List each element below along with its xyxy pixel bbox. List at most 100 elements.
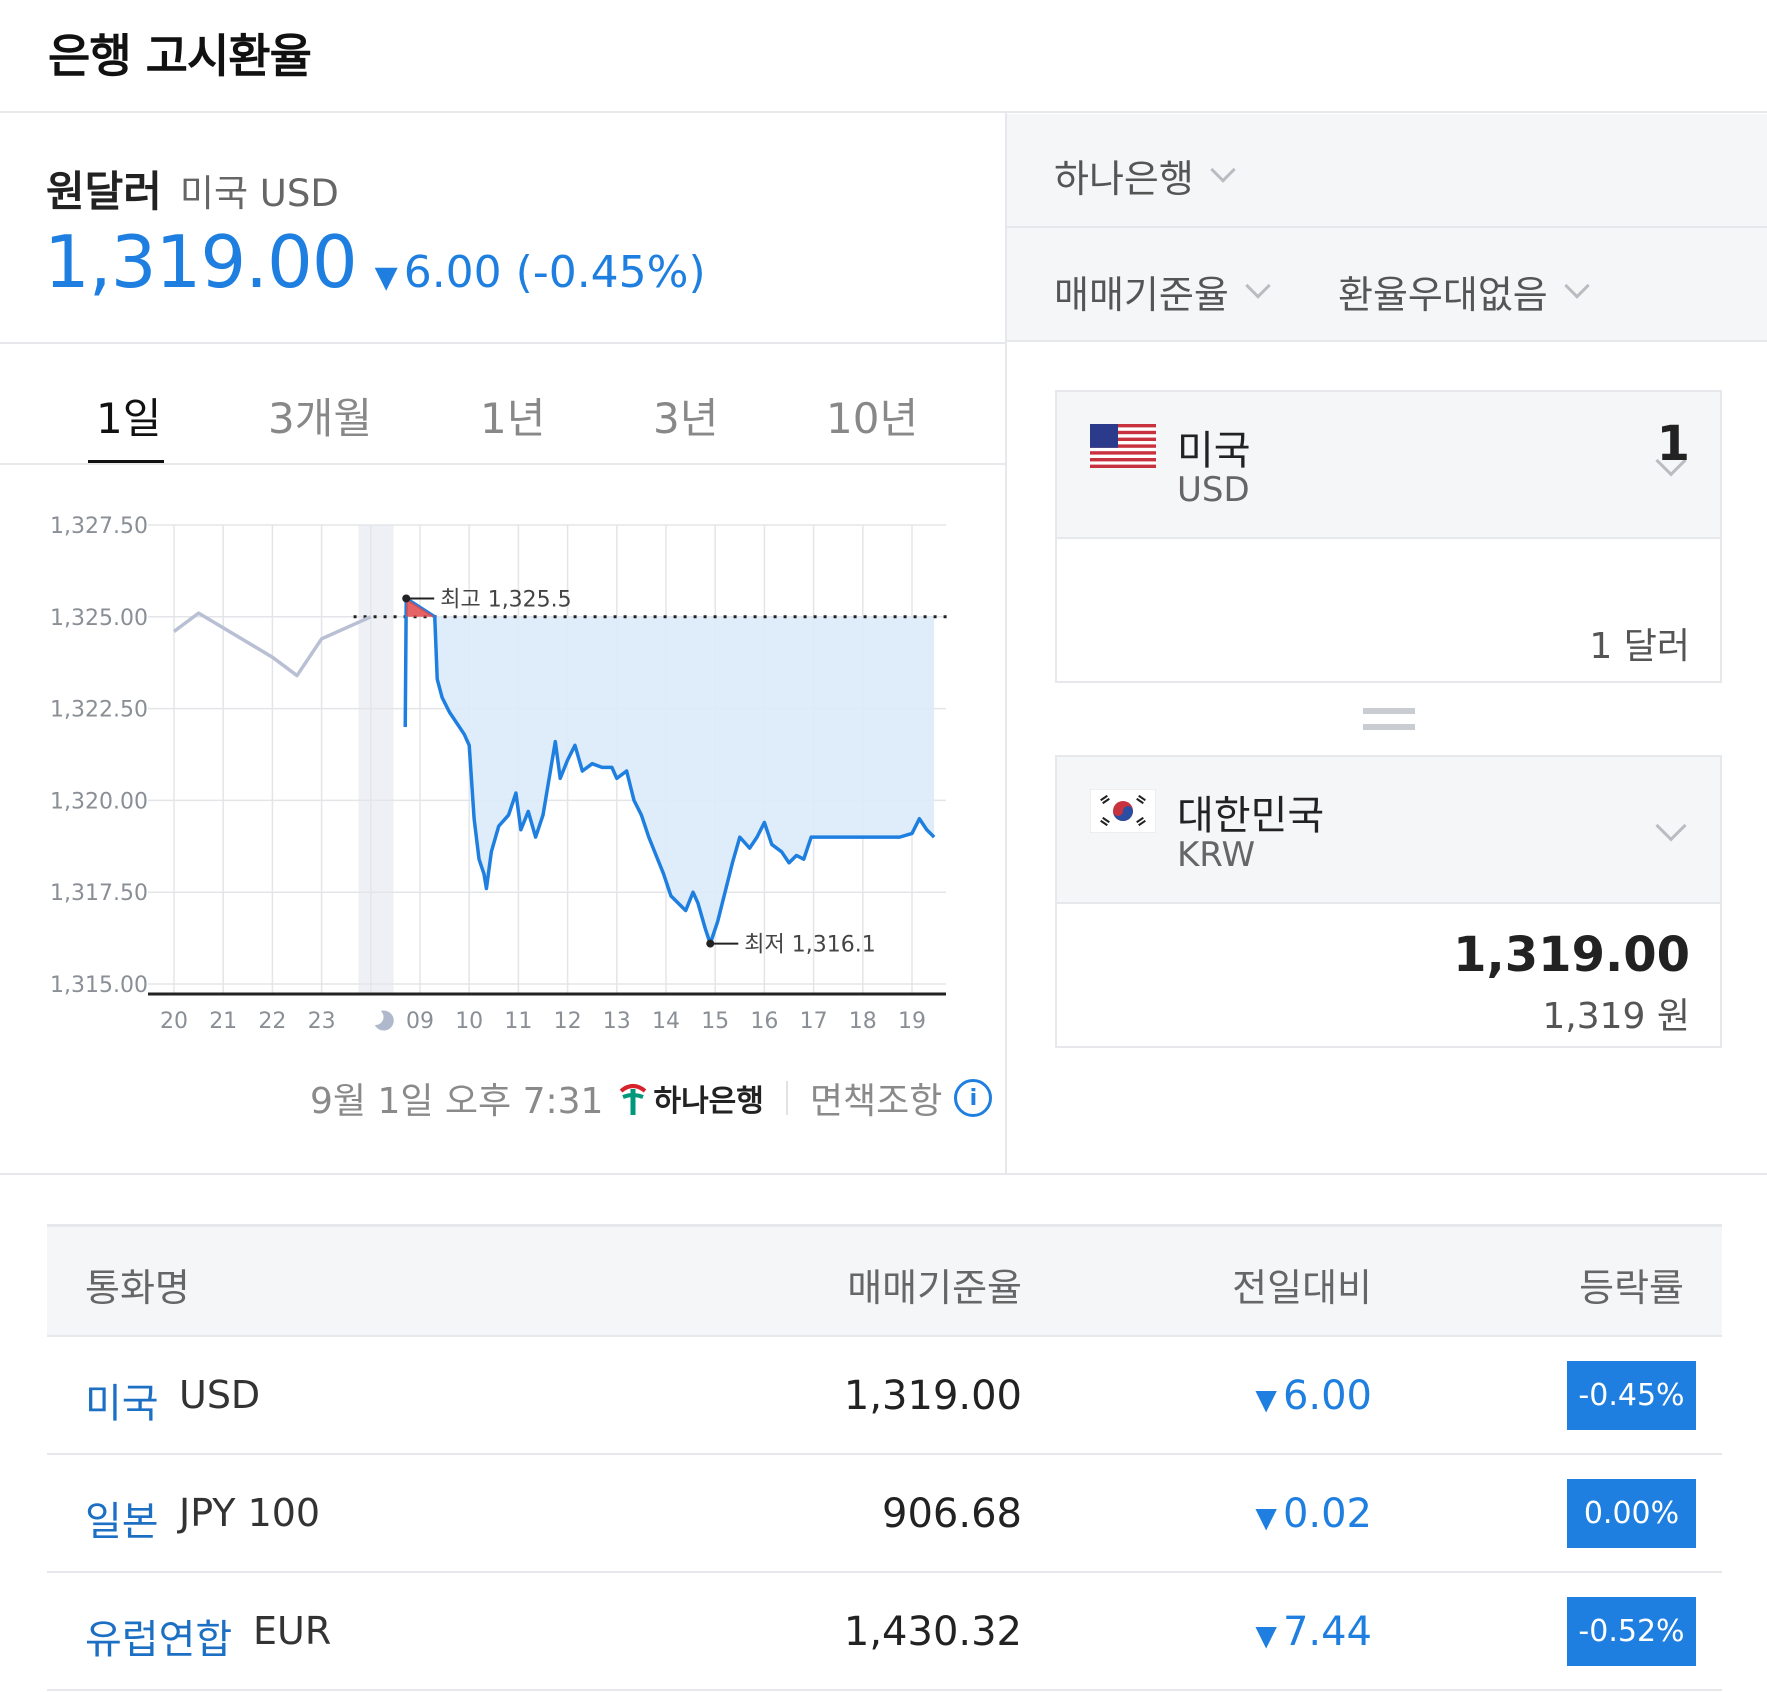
header-change: 전일대비 [1232,1266,1372,1310]
y-tick-label: 1,317.50 [50,881,148,906]
y-tick-label: 1,327.50 [50,514,148,539]
update-datetime: 9월 1일 오후 7:31 [310,1081,604,1122]
to-currency-select[interactable]: 대한민국 KRW [1057,757,1720,904]
currency-name[interactable]: 미국 [85,1381,159,1427]
chevron-down-icon [1210,156,1236,183]
currency-code: JPY 100 [179,1491,321,1535]
hana-bank-logo-text: 하나은행 [653,1084,764,1119]
change-amount: 7.44 [1282,1609,1372,1655]
pct-badge: -0.52% [1567,1597,1696,1666]
to-amount-input[interactable]: 1,319.00 [1453,927,1690,983]
rate-type-dropdown[interactable]: 매매기준율 [1054,264,1271,319]
table-row[interactable]: 미국 USD 1,319.00 ▼ 6.00 -0.45% [47,1337,1722,1455]
rate-value: 906.68 [882,1491,1022,1537]
converter-to: 대한민국 KRW 1,319.00 1,319 원 [1055,755,1722,1048]
to-country: 대한민국 [1177,793,1325,839]
price-row: 1,319.00 ▼ 6.00 (-0.45%) [44,220,706,304]
x-tick-label: 12 [554,1009,582,1034]
pct-badge: 0.00% [1567,1479,1696,1548]
tab-1-year[interactable]: 1년 [480,394,546,443]
chevron-down-icon [1245,272,1271,299]
x-tick-label: 23 [308,1009,336,1034]
chevron-down-icon [1655,810,1687,842]
equals-icon [1363,724,1415,730]
preference-label: 환율우대없음 [1338,273,1548,317]
table-row[interactable]: 유럽연합 EUR 1,430.32 ▼ 7.44 -0.52% [47,1573,1722,1691]
info-icon[interactable]: i [954,1079,993,1117]
chevron-down-icon [1564,272,1590,299]
to-amount-text: 1,319 원 [1542,996,1690,1037]
exchange-rate-table: 통화명 매매기준율 전일대비 등락률 미국 USD 1,319.00 ▼ 6.00… [47,1224,1722,1691]
disclaimer-link[interactable]: 면책조항 [809,1081,943,1122]
from-currency-select[interactable]: 미국 USD [1057,392,1720,539]
us-flag-icon [1090,424,1156,468]
x-tick-label: 21 [209,1009,237,1034]
bank-controls [1007,114,1767,342]
period-tabs: 1일 3개월 1년 3년 10년 [0,345,1003,465]
table-row[interactable]: 일본 JPY 100 906.68 ▼ 0.02 0.00% [47,1455,1722,1573]
table-header: 통화명 매매기준율 전일대비 등락률 [47,1224,1722,1337]
controls-divider [1007,226,1767,228]
page-title: 은행 고시환율 [48,29,312,83]
currency-code: USD [179,1373,261,1417]
tab-3-years[interactable]: 3년 [653,394,719,443]
hana-bank-logo-icon [620,1084,647,1115]
bank-dropdown-label: 하나은행 [1054,157,1194,201]
header-currency: 통화명 [85,1266,190,1310]
x-tick-label: 11 [504,1009,532,1034]
preference-dropdown[interactable]: 환율우대없음 [1338,264,1590,319]
exchange-rate-chart[interactable]: 1,327.50 1,325.00 1,322.50 1,320.00 1,317.50… [0,470,1005,1050]
rate-value: 1,430.32 [843,1609,1022,1655]
active-tab-indicator [88,460,164,464]
price-divider [0,342,1005,344]
x-tick-label: 13 [603,1009,631,1034]
high-marker [406,598,435,617]
header-pct: 등락률 [1579,1266,1684,1310]
section-divider [0,1173,1767,1175]
pair-title: 원달러 미국 USD [46,158,339,219]
from-amount-text: 1 달러 [1589,626,1690,667]
header-divider [0,111,1767,113]
tab-1-day[interactable]: 1일 [96,394,162,443]
change-value: ▼ 0.02 [1255,1491,1372,1537]
down-arrow-icon: ▼ [374,260,398,295]
x-tick-label: 19 [898,1009,926,1034]
from-code: USD [1177,470,1250,510]
rate-type-label: 매매기준율 [1054,273,1229,317]
y-tick-label: 1,315.00 [50,973,148,998]
down-arrow-icon: ▼ [1255,1619,1277,1652]
moon-icon [374,1010,394,1031]
x-tick-label: 17 [800,1009,828,1034]
to-code: KRW [1177,835,1256,875]
x-tick-label: 10 [455,1009,483,1034]
change-amount: 0.02 [1282,1491,1372,1537]
hana-bank-logo: 하나은행 [617,1076,764,1120]
x-tick-label: 09 [406,1009,434,1034]
currency-name[interactable]: 유럽연합 [85,1617,233,1663]
controls-bottom-divider [1007,340,1767,342]
panel-divider [1005,113,1007,1175]
change-value: ▼ 7.44 [1255,1609,1372,1655]
overnight-band [358,525,394,994]
bank-dropdown[interactable]: 하나은행 [1054,148,1236,203]
tab-10-years[interactable]: 10년 [826,394,919,443]
from-amount-input[interactable]: 1 [1656,416,1690,472]
kr-flag-icon [1090,789,1156,833]
x-tick-label: 22 [258,1009,286,1034]
down-arrow-icon: ▼ [1255,1383,1277,1416]
header-rate: 매매기준율 [847,1266,1022,1310]
series-line-today [403,596,936,946]
down-arrow-icon: ▼ [1255,1501,1277,1534]
x-tick-label: 14 [652,1009,680,1034]
pair-subtitle: 미국 USD [179,172,339,215]
source-separator [785,1081,788,1115]
rate-value: 1,319.00 [843,1373,1022,1419]
x-tick-label: 18 [849,1009,877,1034]
pct-badge: -0.45% [1567,1361,1696,1430]
tabs-divider [0,463,1005,465]
currency-code: EUR [253,1609,332,1653]
tab-3-months[interactable]: 3개월 [268,394,373,443]
high-label: 최고 1,325.5 [440,587,571,612]
converter-from: 미국 USD 1 1 달러 [1055,390,1722,683]
currency-name[interactable]: 일본 [85,1499,159,1545]
